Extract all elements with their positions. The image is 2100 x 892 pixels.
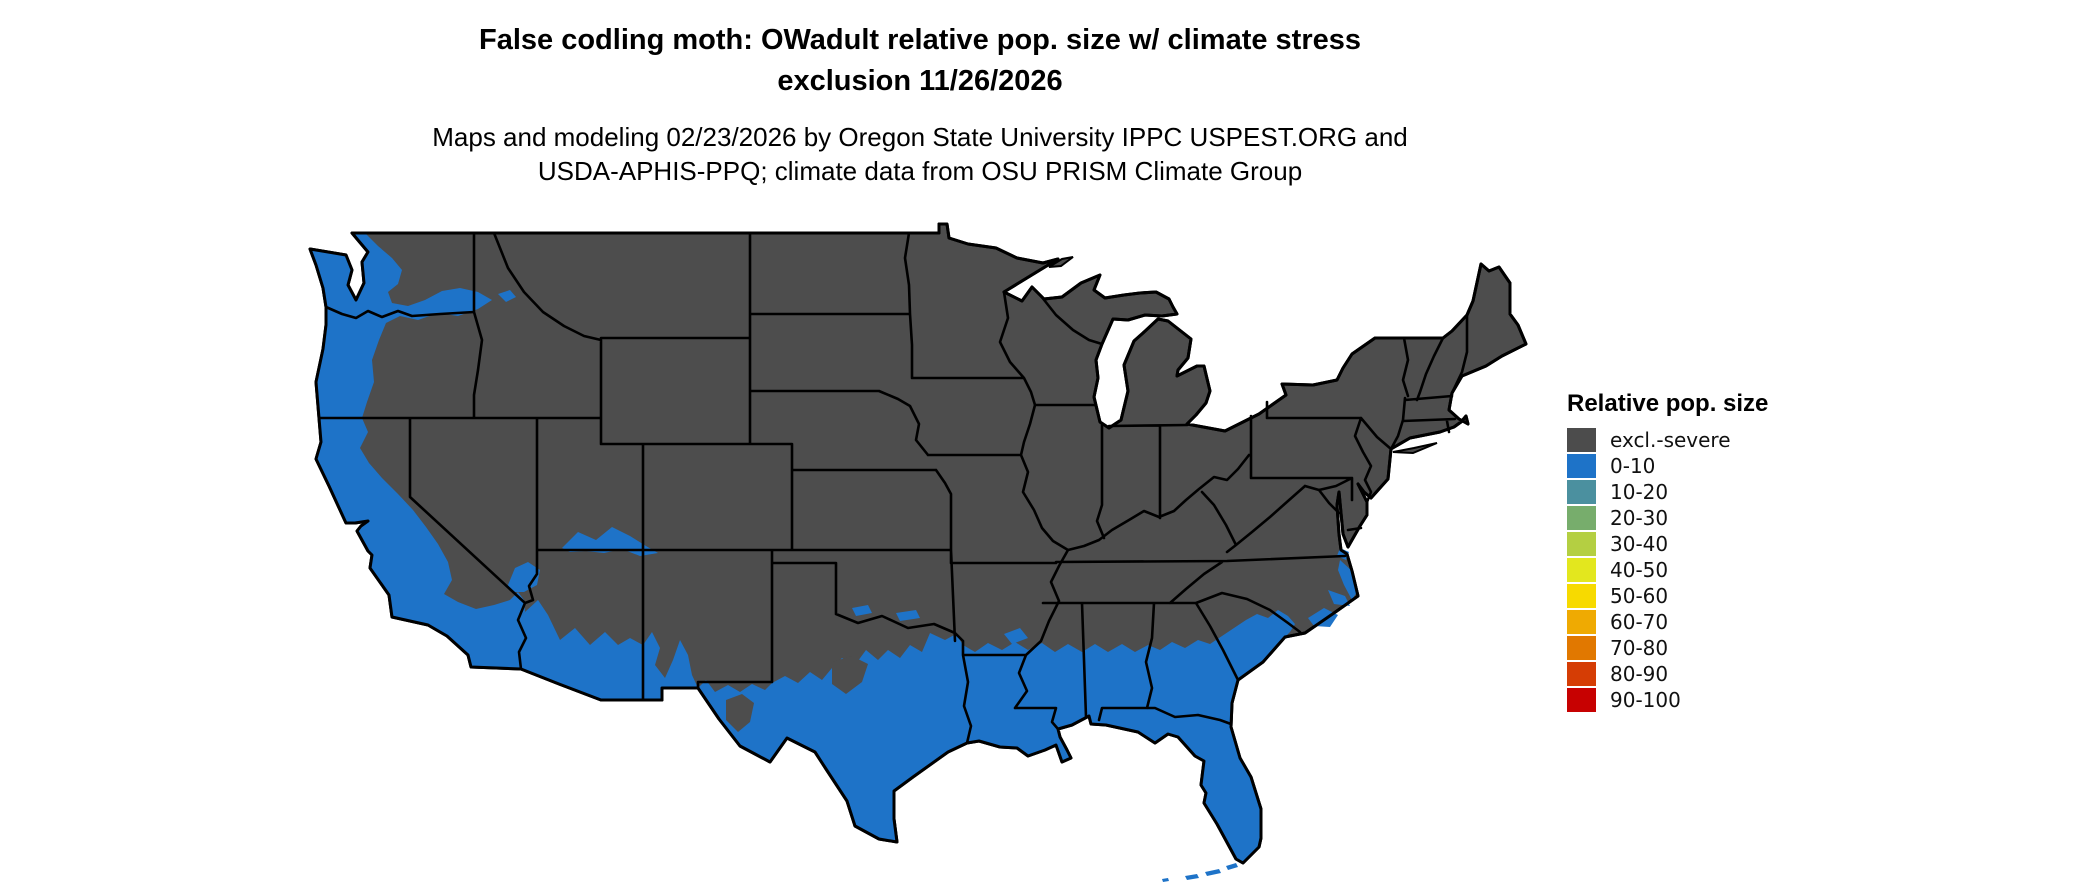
legend-item: 80-90 bbox=[1567, 662, 1897, 686]
legend-swatch bbox=[1567, 480, 1596, 504]
map-low-pop-region-outerbanks bbox=[1338, 560, 1358, 600]
map-excluded-island-edwards bbox=[832, 656, 868, 694]
map-title: False codling moth: OWadult relative pop… bbox=[0, 20, 1840, 102]
legend-item: excl.-severe bbox=[1567, 428, 1897, 452]
map-low-pop-region-columbia bbox=[498, 290, 516, 302]
legend-item: 70-80 bbox=[1567, 636, 1897, 660]
legend-swatch bbox=[1567, 688, 1596, 712]
legend-label: 50-60 bbox=[1610, 584, 1669, 608]
legend-item: 90-100 bbox=[1567, 688, 1897, 712]
legend-item: 50-60 bbox=[1567, 584, 1897, 608]
map-low-pop-region-nevada bbox=[508, 562, 540, 592]
legend-label: 30-40 bbox=[1610, 532, 1669, 556]
legend-label: 10-20 bbox=[1610, 480, 1669, 504]
long-island bbox=[1392, 442, 1438, 455]
legend-swatch bbox=[1567, 506, 1596, 530]
legend-item: 60-70 bbox=[1567, 610, 1897, 634]
legend-title: Relative pop. size bbox=[1567, 390, 1769, 417]
map-title-line2: exclusion 11/26/2026 bbox=[777, 65, 1063, 97]
state-borders bbox=[317, 231, 1469, 745]
map-subtitle: Maps and modeling 02/23/2026 by Oregon S… bbox=[0, 120, 1840, 188]
legend-label: 40-50 bbox=[1610, 558, 1669, 582]
legend-swatch bbox=[1567, 532, 1596, 556]
legend-item: 40-50 bbox=[1567, 558, 1897, 582]
map-low-pop-region-south bbox=[518, 600, 1295, 863]
map-low-pop-speck-ok1 bbox=[852, 605, 872, 616]
legend-swatch bbox=[1567, 636, 1596, 660]
map-excluded-island-davis bbox=[726, 694, 754, 732]
legend-item: 30-40 bbox=[1567, 532, 1897, 556]
map-subtitle-line1: Maps and modeling 02/23/2026 by Oregon S… bbox=[432, 122, 1408, 152]
map-low-pop-region-floridakeys bbox=[1162, 863, 1238, 882]
legend-label: 60-70 bbox=[1610, 610, 1669, 634]
legend-label: 90-100 bbox=[1610, 688, 1681, 712]
legend-swatch bbox=[1567, 662, 1596, 686]
legend-item: 0-10 bbox=[1567, 454, 1897, 478]
legend: Relative pop. size excl.-severe 0-10 10-20… bbox=[1567, 390, 1897, 714]
legend-swatch bbox=[1567, 610, 1596, 634]
legend-swatch bbox=[1567, 584, 1596, 608]
map-subtitle-line2: USDA-APHIS-PPQ; climate data from OSU PR… bbox=[537, 156, 1303, 186]
map-low-pop-speck-ok2 bbox=[896, 610, 920, 621]
legend-rows: excl.-severe 0-10 10-20 20-30 30-40 40-50 50-6… bbox=[1567, 428, 1897, 712]
legend-swatch bbox=[1567, 558, 1596, 582]
legend-item: 20-30 bbox=[1567, 506, 1897, 530]
map-low-pop-region-wilmington bbox=[1308, 608, 1338, 627]
legend-item: 10-20 bbox=[1567, 480, 1897, 504]
map-low-pop-speck-ar bbox=[1004, 628, 1028, 644]
map-low-pop-region-pamlico bbox=[1328, 590, 1350, 606]
legend-label: 80-90 bbox=[1610, 662, 1669, 686]
legend-label: 20-30 bbox=[1610, 506, 1669, 530]
legend-label: 70-80 bbox=[1610, 636, 1669, 660]
legend-swatch bbox=[1567, 454, 1596, 478]
legend-label: 0-10 bbox=[1610, 454, 1656, 478]
map-low-pop-region-west bbox=[310, 233, 526, 669]
legend-label: excl.-severe bbox=[1610, 428, 1731, 452]
legend-swatch bbox=[1567, 428, 1596, 452]
isle-royale bbox=[1048, 256, 1074, 268]
map-title-line1: False codling moth: OWadult relative pop… bbox=[478, 24, 1362, 56]
